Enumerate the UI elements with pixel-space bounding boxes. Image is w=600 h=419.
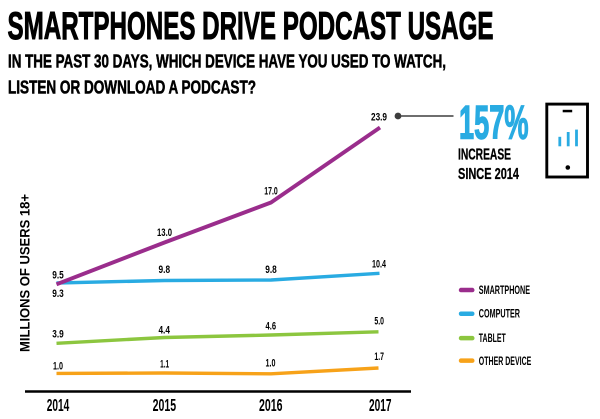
svg-text:2015: 2015 <box>153 395 177 415</box>
svg-text:OTHER DEVICE: OTHER DEVICE <box>479 354 532 368</box>
svg-text:9.8: 9.8 <box>159 264 171 276</box>
svg-text:IN THE PAST 30 DAYS, WHICH DEV: IN THE PAST 30 DAYS, WHICH DEVICE HAVE Y… <box>8 52 446 72</box>
svg-text:9.8: 9.8 <box>265 264 277 276</box>
svg-text:TABLET: TABLET <box>479 331 506 345</box>
svg-text:4.4: 4.4 <box>158 324 170 336</box>
svg-text:MILLIONS OF USERS 18+: MILLIONS OF USERS 18+ <box>17 194 33 352</box>
svg-text:2014: 2014 <box>47 395 70 415</box>
svg-text:157%: 157% <box>459 96 529 149</box>
svg-text:1.7: 1.7 <box>374 351 384 363</box>
svg-text:13.0: 13.0 <box>157 227 172 239</box>
svg-text:1.0: 1.0 <box>266 358 276 370</box>
svg-text:5.0: 5.0 <box>374 316 384 328</box>
svg-text:COMPUTER: COMPUTER <box>479 307 520 321</box>
svg-text:2017: 2017 <box>369 395 392 415</box>
svg-text:4.6: 4.6 <box>266 320 277 332</box>
svg-text:17.0: 17.0 <box>264 186 278 198</box>
svg-text:SMARTPHONES DRIVE PODCAST USAG: SMARTPHONES DRIVE PODCAST USAGE <box>8 5 494 48</box>
svg-text:3.9: 3.9 <box>52 328 64 340</box>
svg-text:INCREASE: INCREASE <box>458 147 511 164</box>
svg-text:10.4: 10.4 <box>372 259 387 271</box>
svg-text:9.3: 9.3 <box>52 288 64 300</box>
svg-text:2016: 2016 <box>259 395 283 415</box>
svg-text:SMARTPHONE: SMARTPHONE <box>479 283 530 297</box>
svg-text:1.0: 1.0 <box>53 360 63 372</box>
svg-text:23.9: 23.9 <box>371 112 387 124</box>
svg-text:LISTEN OR DOWNLOAD A PODCAST?: LISTEN OR DOWNLOAD A PODCAST? <box>8 78 256 98</box>
svg-text:9.5: 9.5 <box>52 270 64 282</box>
svg-text:1.1: 1.1 <box>160 359 169 371</box>
svg-text:SINCE 2014: SINCE 2014 <box>458 166 519 183</box>
